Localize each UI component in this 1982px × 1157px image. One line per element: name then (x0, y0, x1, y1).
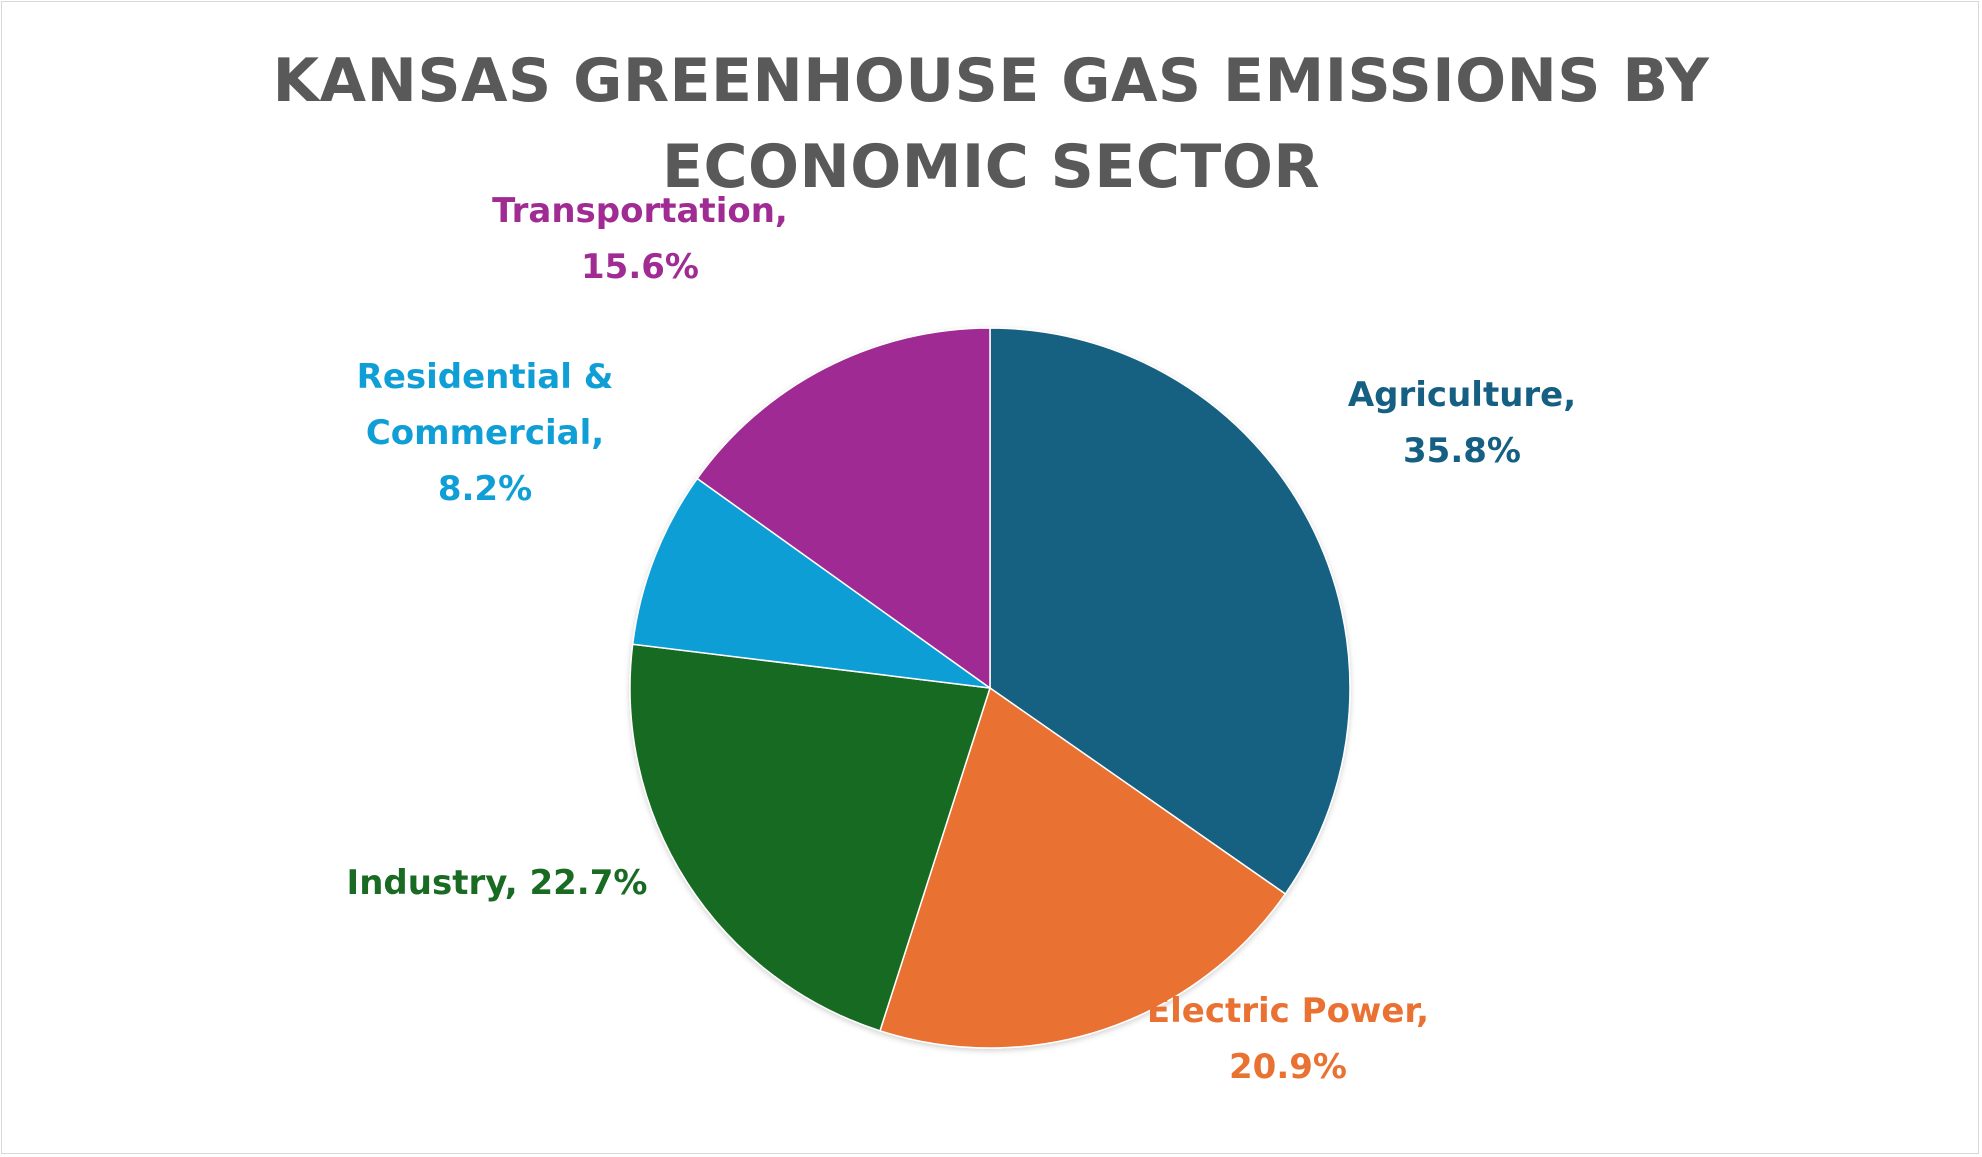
data-label-residential-commercial-line-3: 8.2% (437, 469, 533, 509)
data-label-industry: Industry, 22.7% (347, 855, 648, 911)
pie-slice-agriculture (989, 327, 1351, 895)
data-label-electric-power-line-2: 20.9% (1229, 1047, 1347, 1087)
data-label-residential-commercial: Residential & Commercial, 8.2% (357, 349, 614, 517)
data-label-transportation-line-2: 15.6% (581, 247, 699, 287)
data-label-residential-commercial-line-1: Residential & (356, 357, 614, 397)
data-label-electric-power: Electric Power, 20.9% (1147, 983, 1429, 1095)
data-label-agriculture: Agriculture, 35.8% (1348, 367, 1576, 479)
data-label-agriculture-line-1: Agriculture, (1347, 375, 1577, 415)
pie-slice-residential-commercial (631, 477, 991, 689)
pie-slice-electric-power (879, 686, 1287, 1049)
data-label-agriculture-line-2: 35.8% (1403, 431, 1521, 471)
pie-slices (629, 327, 1351, 1049)
data-label-transportation: Transportation, 15.6% (492, 183, 788, 295)
chart-title-line-2: ECONOMIC SECTOR (661, 132, 1321, 202)
data-label-residential-commercial-line-2: Commercial, (365, 413, 605, 453)
data-label-industry-line-1: Industry, 22.7% (346, 863, 648, 903)
data-label-electric-power-line-1: Electric Power, (1146, 991, 1430, 1031)
chart-title-line-1: KANSAS GREENHOUSE GAS EMISSIONS BY (272, 46, 1710, 116)
pie-slice-industry (629, 643, 991, 1032)
data-label-transportation-line-1: Transportation, (492, 191, 788, 231)
pie-slice-transportation (696, 327, 991, 690)
chart-title: KANSAS GREENHOUSE GAS EMISSIONS BY ECONO… (0, 38, 1982, 210)
